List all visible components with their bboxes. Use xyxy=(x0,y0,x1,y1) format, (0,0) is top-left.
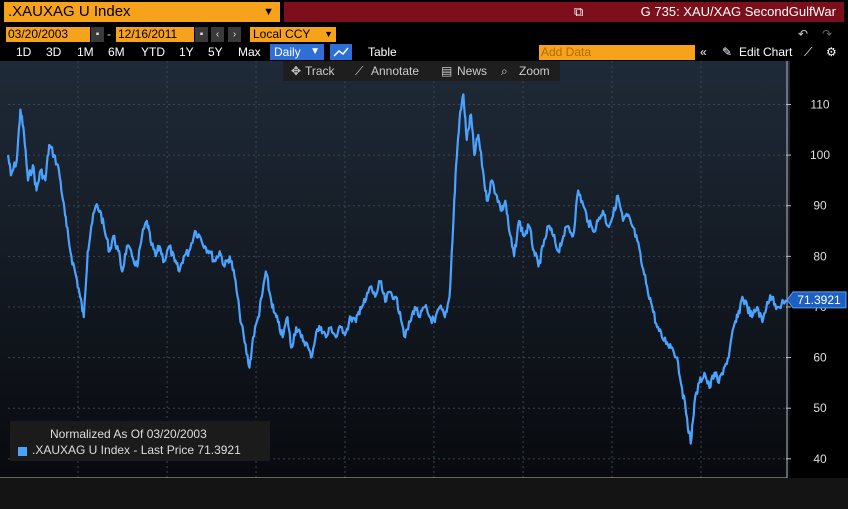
add-data-placeholder: Add Data xyxy=(541,45,592,59)
external-link-icon[interactable]: ⧉ xyxy=(574,4,584,19)
legend-normalized-label: Normalized As Of 03/20/2003 xyxy=(50,427,207,441)
ticker-field[interactable]: .XAUXAG U Index ▼ xyxy=(4,2,280,22)
date-separator: - xyxy=(107,27,111,41)
range-6m[interactable]: 6M xyxy=(108,45,125,59)
end-date-value: 12/16/2011 xyxy=(118,27,178,41)
ticker-dropdown-icon[interactable]: ▼ xyxy=(263,6,274,18)
range-3d[interactable]: 3D xyxy=(46,45,62,59)
annotate-icon: ⟋ xyxy=(355,64,364,78)
redo-icon[interactable]: ↷ xyxy=(822,27,833,41)
last-value-label: 71.3921 xyxy=(797,293,841,307)
range-5y[interactable]: 5Y xyxy=(208,45,223,59)
y-tick-label: 90 xyxy=(813,199,827,213)
title-bar: .XAUXAG U Index ▼ ⧉ G 735: XAU/XAG Secon… xyxy=(0,0,848,24)
chart-title: G 735: XAU/XAG SecondGulfWar xyxy=(640,4,836,19)
track-button[interactable]: Track xyxy=(305,64,335,78)
currency-select[interactable]: Local CCY ▼ xyxy=(250,27,336,42)
y-axis: 40506070809010011071.3921 xyxy=(786,61,847,478)
legend-swatch xyxy=(18,447,27,456)
range-1d[interactable]: 1D xyxy=(16,45,32,59)
annotate-button[interactable]: Annotate xyxy=(371,64,420,78)
last-value-marker: 71.3921 xyxy=(786,291,847,309)
range-ytd[interactable]: YTD xyxy=(141,45,165,59)
chart-title-bar: ⧉ G 735: XAU/XAG SecondGulfWar xyxy=(284,2,844,22)
frequency-dropdown-icon: ▼ xyxy=(310,46,320,57)
range-1y[interactable]: 1Y xyxy=(179,45,194,59)
y-tick-label: 50 xyxy=(813,401,827,415)
legend: Normalized As Of 03/20/2003 .XAUXAG U In… xyxy=(10,421,270,461)
edit-axis-icon[interactable]: ⟋ xyxy=(804,45,813,59)
news-icon: ▤ xyxy=(441,64,453,78)
collapse-icon[interactable]: « xyxy=(700,45,707,59)
prev-period-icon[interactable]: ‹ xyxy=(211,27,224,42)
currency-dropdown-icon: ▼ xyxy=(324,29,333,39)
zoom-icon: ⌕ xyxy=(501,64,508,78)
frequency-value: Daily xyxy=(274,45,301,59)
edit-chart-button[interactable]: Edit Chart xyxy=(739,45,793,59)
frequency-select[interactable]: Daily ▼ xyxy=(270,44,324,60)
y-tick-label: 80 xyxy=(813,249,827,263)
last-value-badge xyxy=(786,291,847,309)
pencil-icon[interactable]: ✎ xyxy=(722,45,733,59)
track-icon: ✥ xyxy=(291,64,302,78)
y-tick-label: 110 xyxy=(810,97,829,111)
zoom-button[interactable]: Zoom xyxy=(519,64,550,78)
currency-value: Local CCY xyxy=(253,27,311,41)
plot-background xyxy=(0,61,790,478)
series-line xyxy=(6,93,787,445)
y-tick-label: 40 xyxy=(813,452,827,466)
year-axis-band xyxy=(0,478,848,509)
ticker-label: .XAUXAG U Index xyxy=(8,3,131,20)
news-button[interactable]: News xyxy=(457,64,488,78)
series-layer xyxy=(6,93,787,445)
start-date-value: 03/20/2003 xyxy=(8,27,69,41)
range-1m[interactable]: 1M xyxy=(77,45,94,59)
table-button[interactable]: Table xyxy=(368,45,397,59)
date-row: 03/20/2003 ▪ - 12/16/2011 ▪ ‹ › Local CC… xyxy=(0,25,848,43)
y-tick-label: 60 xyxy=(813,351,827,365)
range-toolbar: 1D 3D 1M 6M YTD 1Y 5Y Max Daily ▼ Table … xyxy=(0,43,848,61)
chart-tools-bar: ✥ Track ⟋ Annotate ▤ News ⌕ Zoom xyxy=(283,61,560,81)
legend-series-label: .XAUXAG U Index - Last Price 71.3921 xyxy=(32,443,241,457)
start-date-field[interactable]: 03/20/2003 xyxy=(6,27,90,42)
chart-type-button[interactable] xyxy=(330,44,352,60)
start-calendar-icon[interactable]: ▪ xyxy=(91,27,104,42)
add-data-field[interactable]: Add Data xyxy=(539,45,695,60)
end-date-field[interactable]: 12/16/2011 xyxy=(116,27,194,42)
next-period-icon[interactable]: › xyxy=(228,27,241,42)
y-tick-label: 100 xyxy=(810,148,830,162)
range-max[interactable]: Max xyxy=(238,45,261,59)
settings-gear-icon[interactable]: ⚙ xyxy=(826,45,837,59)
line-chart-icon xyxy=(333,47,349,57)
end-calendar-icon[interactable]: ▪ xyxy=(195,27,208,42)
undo-icon[interactable]: ↶ xyxy=(798,27,809,41)
